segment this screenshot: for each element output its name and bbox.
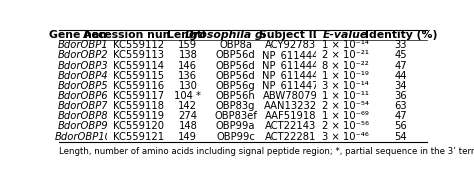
Text: Length, number of amino acids including signal peptide region; *, partial sequen: Length, number of amino acids including …: [59, 147, 474, 156]
